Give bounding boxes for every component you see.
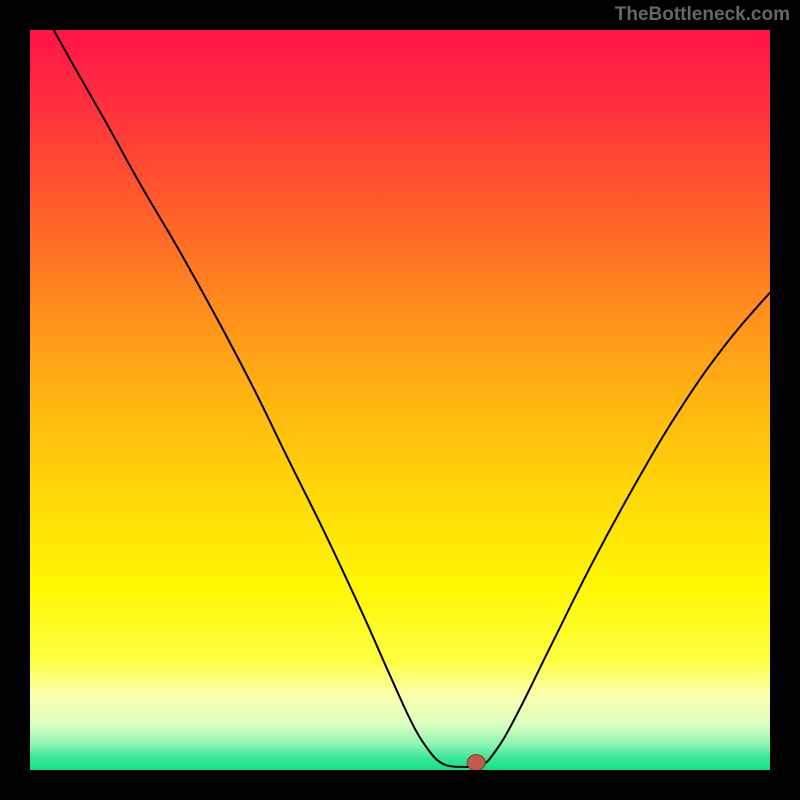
gradient-background — [30, 30, 770, 770]
optimum-marker — [467, 755, 485, 771]
watermark-label: TheBottleneck.com — [615, 4, 790, 26]
bottleneck-plot — [0, 0, 800, 800]
chart-container: TheBottleneck.com — [0, 0, 800, 800]
